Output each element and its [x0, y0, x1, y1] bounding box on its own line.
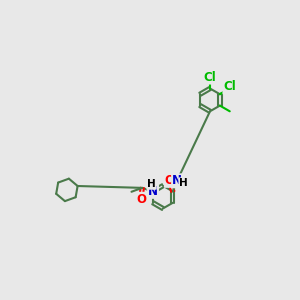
Text: N: N — [148, 185, 158, 198]
Text: N: N — [172, 174, 182, 187]
Text: O: O — [165, 174, 175, 187]
Text: H: H — [147, 179, 156, 189]
Text: Cl: Cl — [224, 80, 236, 94]
Text: Cl: Cl — [204, 70, 216, 84]
Text: O: O — [136, 193, 146, 206]
Text: H: H — [179, 178, 188, 188]
